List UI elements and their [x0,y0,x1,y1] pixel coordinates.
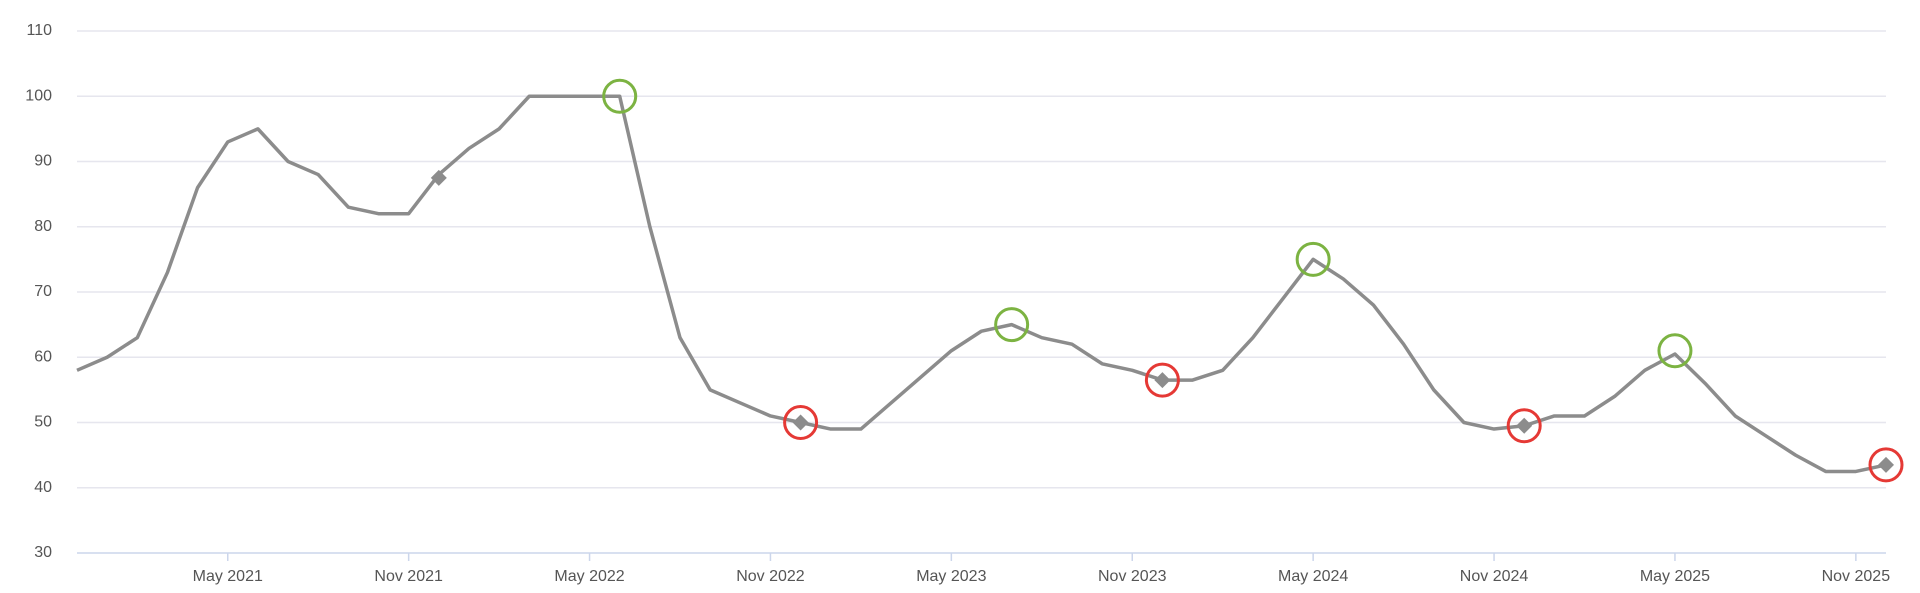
x-tick-label: Nov 2023 [1098,568,1167,585]
y-tick-label: 50 [34,414,52,431]
trough-marker [1868,447,1904,483]
peak-marker [1295,241,1331,277]
trough-marker [1506,408,1542,444]
x-tick-label: Nov 2021 [374,568,443,585]
y-tick-label: 70 [34,283,52,300]
y-tick-label: 60 [34,348,52,365]
trough-marker [783,405,819,440]
y-tick-label: 30 [34,544,52,561]
peak-marker [1657,333,1693,369]
y-tick-label: 110 [26,22,52,39]
diamond-marker [430,169,447,186]
x-tick-label: May 2022 [554,568,624,585]
x-tick-label: May 2024 [1278,568,1348,585]
x-tick-label: May 2021 [193,568,263,585]
x-tick-label: Nov 2024 [1460,568,1529,585]
diamond-marker [792,414,809,431]
x-tick-label: Nov 2022 [736,568,805,585]
peak-marker [994,307,1030,343]
series-line [76,94,1887,474]
y-tick-label: 40 [34,479,52,496]
peak-marker [602,78,638,114]
x-tick-label: May 2023 [916,568,986,585]
diamond-marker [1154,372,1171,389]
x-tick-label: May 2025 [1640,568,1710,585]
diamond-marker [1516,417,1533,434]
diamond-marker [1878,456,1894,473]
x-tick-label: Nov 2025 [1822,568,1891,585]
trough-marker [1144,362,1180,398]
y-tick-label: 90 [34,153,52,170]
y-tick-label: 80 [34,218,52,235]
y-tick-label: 100 [25,87,52,104]
